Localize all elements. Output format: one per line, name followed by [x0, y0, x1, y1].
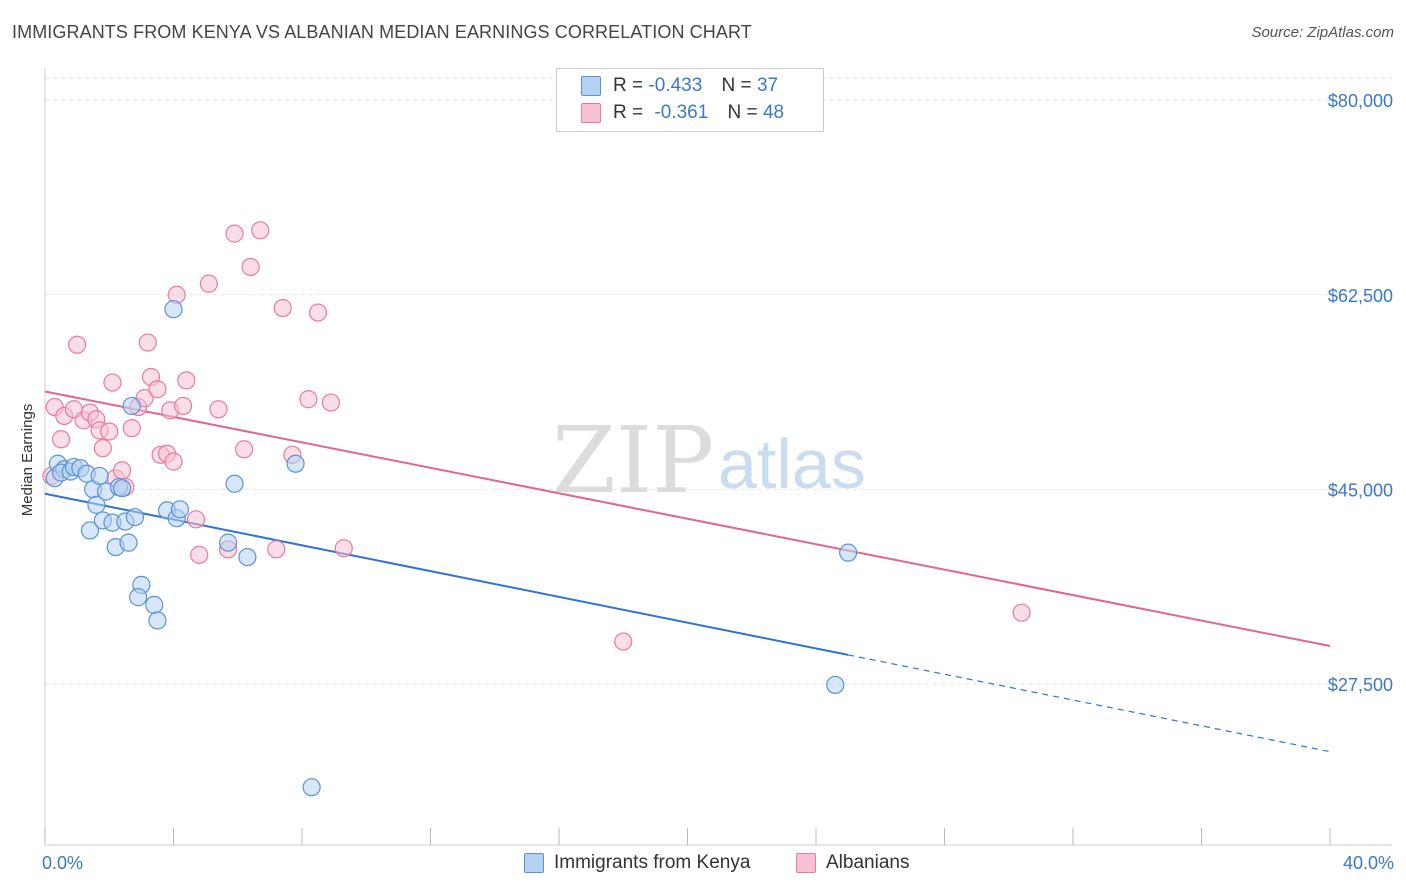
albanians-r-value: -0.361 [654, 102, 709, 123]
y-tick-label-0: $80,000 [1328, 91, 1393, 111]
kenya-point-32 [238, 547, 257, 567]
kenya-point-35 [826, 675, 845, 695]
albanians-point-29 [186, 510, 206, 529]
series-legend: Immigrants from Kenya Albanians [0, 852, 1406, 878]
kenya-point-9 [87, 495, 106, 514]
x-tick-label-max: 40.0% [1343, 853, 1394, 873]
albanians-point-5 [68, 335, 87, 354]
albanians-legend-label: Albanians [826, 852, 910, 873]
kenya-point-36 [839, 543, 858, 562]
grid-lines [45, 77, 1392, 685]
albanians-point-11 [100, 422, 119, 441]
albanians-point-37 [251, 221, 270, 240]
albanians-trend-line [44, 390, 1331, 648]
albanians-point-30 [190, 545, 209, 564]
watermark: ZIP atlas [552, 407, 866, 514]
albanians-point-38 [267, 540, 286, 559]
kenya-trend-extension [848, 654, 1331, 753]
y-tick-label-2: $45,000 [1328, 480, 1393, 500]
albanians-point-14 [112, 461, 132, 480]
legend-item-kenya[interactable]: Immigrants from Kenya [524, 852, 750, 874]
albanians-point-10 [93, 439, 112, 458]
x-tick-label-min: 0.0% [42, 853, 83, 873]
axes [44, 68, 1392, 846]
kenya-n-value: 37 [756, 75, 779, 96]
kenya-swatch [581, 75, 601, 96]
albanians-point-39 [273, 299, 292, 318]
kenya-point-25 [148, 611, 167, 630]
kenya-legend-swatch [524, 852, 544, 873]
kenya-point-21 [122, 396, 141, 416]
legend-item-albanians[interactable]: Albanians [796, 852, 909, 874]
albanians-point-35 [235, 440, 254, 459]
kenya-r-value: -0.433 [648, 75, 703, 96]
kenya-point-23 [129, 588, 148, 607]
albanians-point-41 [299, 390, 318, 409]
kenya-legend-label: Immigrants from Kenya [554, 852, 751, 873]
kenya-n-label: N = [721, 75, 752, 96]
y-tick-label-3: $27,500 [1328, 675, 1393, 695]
albanians-n-label: N = [727, 102, 758, 123]
albanians-point-44 [334, 539, 353, 558]
albanians-point-25 [164, 452, 183, 471]
kenya-point-28 [170, 500, 190, 519]
albanians-point-36 [241, 257, 260, 277]
kenya-point-31 [225, 474, 244, 493]
albanians-point-31 [199, 274, 218, 293]
kenya-r-label: R = [613, 75, 644, 96]
albanians-point-16 [122, 419, 141, 438]
legend-row-kenya: R = -0.433 N = 37 [581, 75, 778, 99]
albanians-point-32 [209, 400, 228, 419]
chart-title: IMMIGRANTS FROM KENYA VS ALBANIAN MEDIAN… [12, 22, 752, 42]
albanians-point-21 [148, 380, 167, 399]
kenya-point-11 [90, 466, 109, 486]
tick-labels: $80,000 $62,500 $45,000 $27,500 0.0% 40.0% [42, 91, 1394, 873]
watermark-atlas: atlas [718, 425, 866, 503]
legend-row-albanians: R = -0.361 N = 48 [581, 102, 784, 126]
kenya-point-30 [219, 533, 238, 552]
albanians-point-43 [321, 393, 341, 412]
watermark-zip: ZIP [552, 407, 714, 514]
albanians-point-2 [51, 430, 71, 449]
albanians-point-27 [174, 396, 193, 416]
albanians-point-45 [614, 632, 633, 651]
y-tick-label-1: $62,500 [1328, 286, 1393, 306]
kenya-point-19 [119, 533, 138, 552]
data-points [42, 221, 1031, 797]
albanians-swatch [581, 102, 601, 123]
kenya-point-33 [286, 454, 305, 473]
albanians-legend-swatch [796, 852, 816, 873]
kenya-point-24 [145, 595, 164, 614]
albanians-r-label: R = [613, 102, 644, 123]
albanians-point-42 [308, 303, 328, 322]
albanians-n-value: 48 [762, 102, 785, 123]
kenya-point-16 [112, 479, 132, 498]
y-axis-label: Median Earnings [19, 404, 36, 517]
chart-source: Source: ZipAtlas.com [1251, 24, 1394, 41]
kenya-point-20 [125, 507, 145, 527]
correlation-legend: R = -0.433 N = 37 R = -0.361 N = 48 [556, 68, 824, 132]
albanians-point-19 [138, 333, 157, 352]
albanians-point-34 [225, 224, 244, 243]
albanians-point-46 [1012, 603, 1031, 622]
kenya-point-10 [80, 521, 100, 540]
kenya-point-29 [164, 300, 183, 319]
albanians-point-12 [103, 373, 122, 392]
kenya-point-34 [302, 778, 321, 797]
albanians-point-28 [177, 371, 196, 390]
